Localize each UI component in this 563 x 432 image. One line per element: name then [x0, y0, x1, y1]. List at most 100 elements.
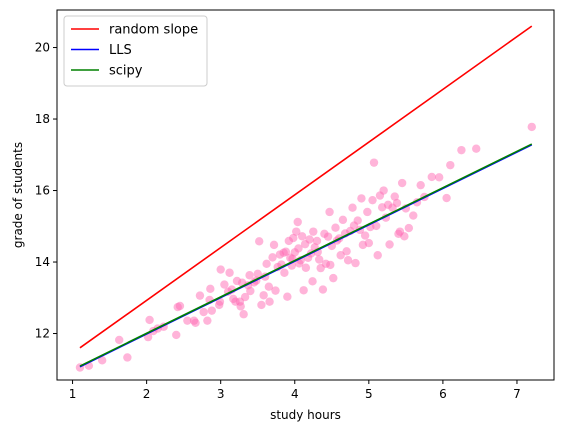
- scatter-point: [400, 232, 409, 241]
- x-tick-label: 4: [291, 387, 299, 401]
- scatter-point: [255, 237, 264, 246]
- y-axis-ticks: 12 14 16 18 20: [35, 41, 57, 341]
- scatter-point: [338, 215, 348, 225]
- scatter-point: [357, 194, 366, 203]
- scatter-point: [312, 236, 322, 246]
- scatter-point: [308, 277, 317, 286]
- scatter-point: [342, 247, 351, 256]
- scatter-point: [397, 178, 407, 188]
- scatter-point: [392, 198, 402, 208]
- x-axis-ticks: 1 2 3 4 5 6 7: [69, 380, 521, 401]
- y-tick-label: 18: [35, 112, 50, 126]
- scatter-point: [207, 306, 216, 315]
- scatter-point: [262, 259, 271, 269]
- scatter-point: [326, 260, 335, 270]
- scatter-point: [269, 240, 279, 250]
- x-tick-label: 3: [217, 387, 225, 401]
- scatter-point: [175, 301, 185, 311]
- x-axis-label: study hours: [270, 408, 341, 422]
- scatter-point: [318, 285, 328, 294]
- scatter-point: [457, 145, 466, 155]
- scatter-point: [363, 207, 372, 217]
- scatter-point: [123, 353, 132, 362]
- scatter-point: [309, 227, 318, 236]
- scatter-point: [264, 282, 274, 291]
- scatter-point: [216, 265, 225, 274]
- scatter-point: [336, 251, 345, 260]
- scatter-point: [191, 318, 200, 327]
- scatter-point: [240, 292, 250, 302]
- scatter-point: [268, 253, 277, 262]
- scatter-point: [183, 316, 192, 325]
- scatter-point: [409, 211, 418, 220]
- scatter-point: [404, 223, 414, 233]
- y-tick-label: 20: [35, 41, 50, 55]
- scatter-point: [446, 160, 455, 170]
- x-tick-label: 1: [69, 387, 77, 401]
- plot-area-border: [56, 9, 555, 381]
- scatter-point: [305, 235, 314, 244]
- scatter-point: [245, 271, 254, 280]
- scatter-point: [416, 180, 425, 190]
- legend-box: [63, 15, 208, 87]
- legend-items: random slope LLS scipy: [71, 23, 198, 79]
- scatter-point: [301, 263, 311, 272]
- scatter-point: [368, 195, 377, 205]
- scatter-point: [325, 207, 334, 217]
- regression-lines-layer: [79, 25, 533, 368]
- legend-label: LLS: [109, 43, 132, 58]
- scatter-point: [379, 186, 388, 195]
- y-axis-label: grade of students: [11, 142, 25, 248]
- scatter-point: [220, 280, 229, 289]
- scatter-point: [195, 291, 205, 300]
- scatter-point: [364, 238, 374, 248]
- scatter-point: [239, 310, 248, 319]
- legend-label: scipy: [109, 64, 143, 79]
- scatter-point: [348, 203, 357, 212]
- scatter-point: [299, 286, 308, 295]
- y-tick-label: 12: [35, 327, 50, 341]
- y-tick-label: 14: [35, 255, 50, 269]
- scatter-point: [360, 231, 370, 240]
- legend: random slope LLS scipy: [63, 15, 208, 87]
- x-tick-label: 6: [439, 387, 447, 401]
- scatter-point: [527, 122, 536, 132]
- scatter-point: [259, 291, 268, 300]
- scatter-point: [373, 251, 382, 260]
- scatter-point: [283, 292, 292, 301]
- scatter-point: [246, 286, 255, 296]
- scatter-point: [280, 268, 289, 277]
- scatter-point: [427, 172, 436, 182]
- scatter-point: [225, 268, 234, 277]
- scatter-point: [369, 158, 379, 167]
- scatter-point: [442, 193, 451, 203]
- scatter-point: [434, 173, 444, 182]
- scatter-point: [351, 258, 360, 268]
- scatter-point: [294, 244, 303, 253]
- scatter-point: [236, 302, 245, 311]
- x-tick-label: 2: [143, 387, 151, 401]
- scatter-point: [271, 286, 280, 295]
- scatter-point: [353, 216, 362, 225]
- scatter-point: [331, 223, 340, 232]
- scatter-point: [257, 300, 266, 310]
- scatter-point: [297, 232, 307, 241]
- scatter-point: [385, 240, 394, 249]
- scatter-point: [329, 273, 338, 283]
- scatter-point: [315, 255, 324, 264]
- series-line-scipy: [79, 143, 533, 367]
- scatter-point: [289, 233, 298, 243]
- x-tick-label: 7: [513, 387, 521, 401]
- scatter-point: [199, 307, 208, 317]
- scatter-point: [293, 217, 302, 227]
- scatter-point: [172, 330, 181, 340]
- scatter-point: [390, 192, 399, 201]
- scatter-point: [206, 284, 215, 294]
- scatter-point: [372, 221, 381, 231]
- scatter-point: [292, 227, 301, 236]
- scatter-point: [253, 269, 262, 279]
- scatter-point: [145, 315, 154, 325]
- scatter-point: [203, 316, 212, 325]
